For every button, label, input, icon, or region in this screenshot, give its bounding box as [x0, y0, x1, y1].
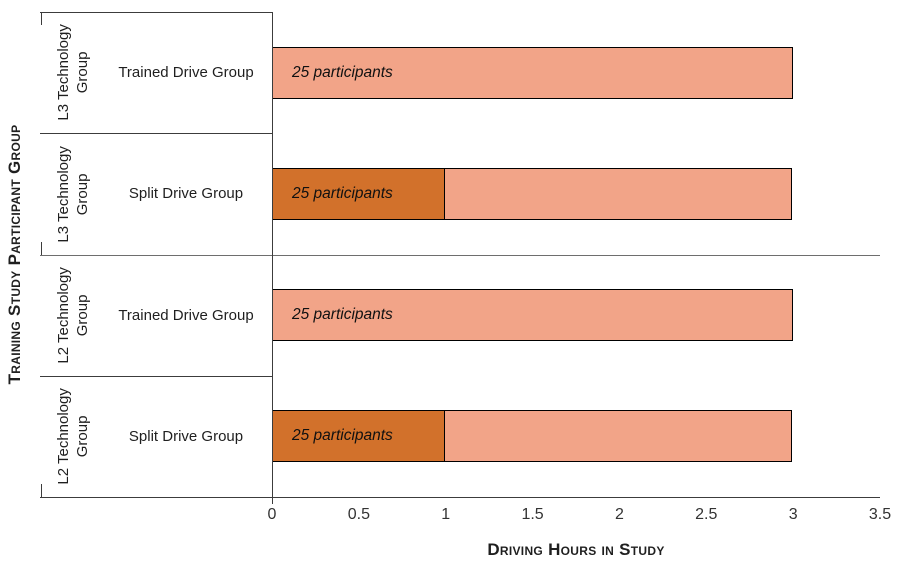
axis-line	[272, 497, 273, 504]
x-tick-label: 1.5	[521, 506, 544, 523]
x-tick-label: 3	[788, 506, 798, 523]
group-label: L3 Technology Group	[55, 145, 91, 243]
axis-line	[40, 375, 273, 377]
y-axis-title: Training Study Participant Group	[5, 124, 24, 385]
bar-row: 25 participants	[272, 410, 792, 463]
bar-segment-light: 25 participants	[272, 46, 794, 99]
bar-row: 25 participants	[272, 289, 794, 342]
subgroup-label: Trained Drive Group	[118, 306, 254, 324]
bar-segment-light	[444, 410, 792, 463]
x-tick-label: 0	[267, 506, 277, 523]
bar-row: 25 participants	[272, 167, 792, 220]
axis-line	[40, 12, 273, 13]
group-label: L2 Technology Group	[55, 388, 91, 485]
axis-line	[41, 484, 42, 497]
bar-data-label: 25 participants	[292, 63, 393, 81]
axis-line	[41, 12, 42, 25]
group-label: L2 Technology Group	[55, 266, 91, 364]
bar-segment-dark: 25 participants	[272, 167, 446, 220]
subgroup-label: Trained Drive Group	[118, 64, 254, 82]
bar-data-label: 25 participants	[292, 184, 393, 202]
subgroup-label: Split Drive Group	[128, 185, 244, 203]
x-tick-label: 3.5	[868, 506, 892, 523]
bar-segment-light: 25 participants	[272, 289, 794, 342]
x-tick-label: 1	[441, 506, 451, 523]
bar-segment-dark: 25 participants	[272, 410, 446, 463]
group-label: L3 Technology Group	[55, 24, 91, 121]
bar-segment-light	[444, 167, 792, 220]
subgroup-label: Split Drive Group	[128, 427, 244, 445]
x-tick-label: 2.5	[695, 506, 718, 523]
axis-line	[40, 254, 880, 256]
axis-line	[41, 241, 42, 255]
x-tick-label: 0.5	[347, 506, 370, 523]
axis-line	[272, 12, 273, 497]
bar-data-label: 25 participants	[292, 306, 393, 324]
bar-data-label: 25 participants	[292, 427, 393, 445]
x-tick-label: 2	[614, 506, 624, 523]
x-axis-title: Driving Hours in Study	[487, 540, 665, 559]
bar-row: 25 participants	[272, 46, 794, 99]
axis-line	[40, 497, 880, 498]
axis-line	[40, 133, 273, 135]
